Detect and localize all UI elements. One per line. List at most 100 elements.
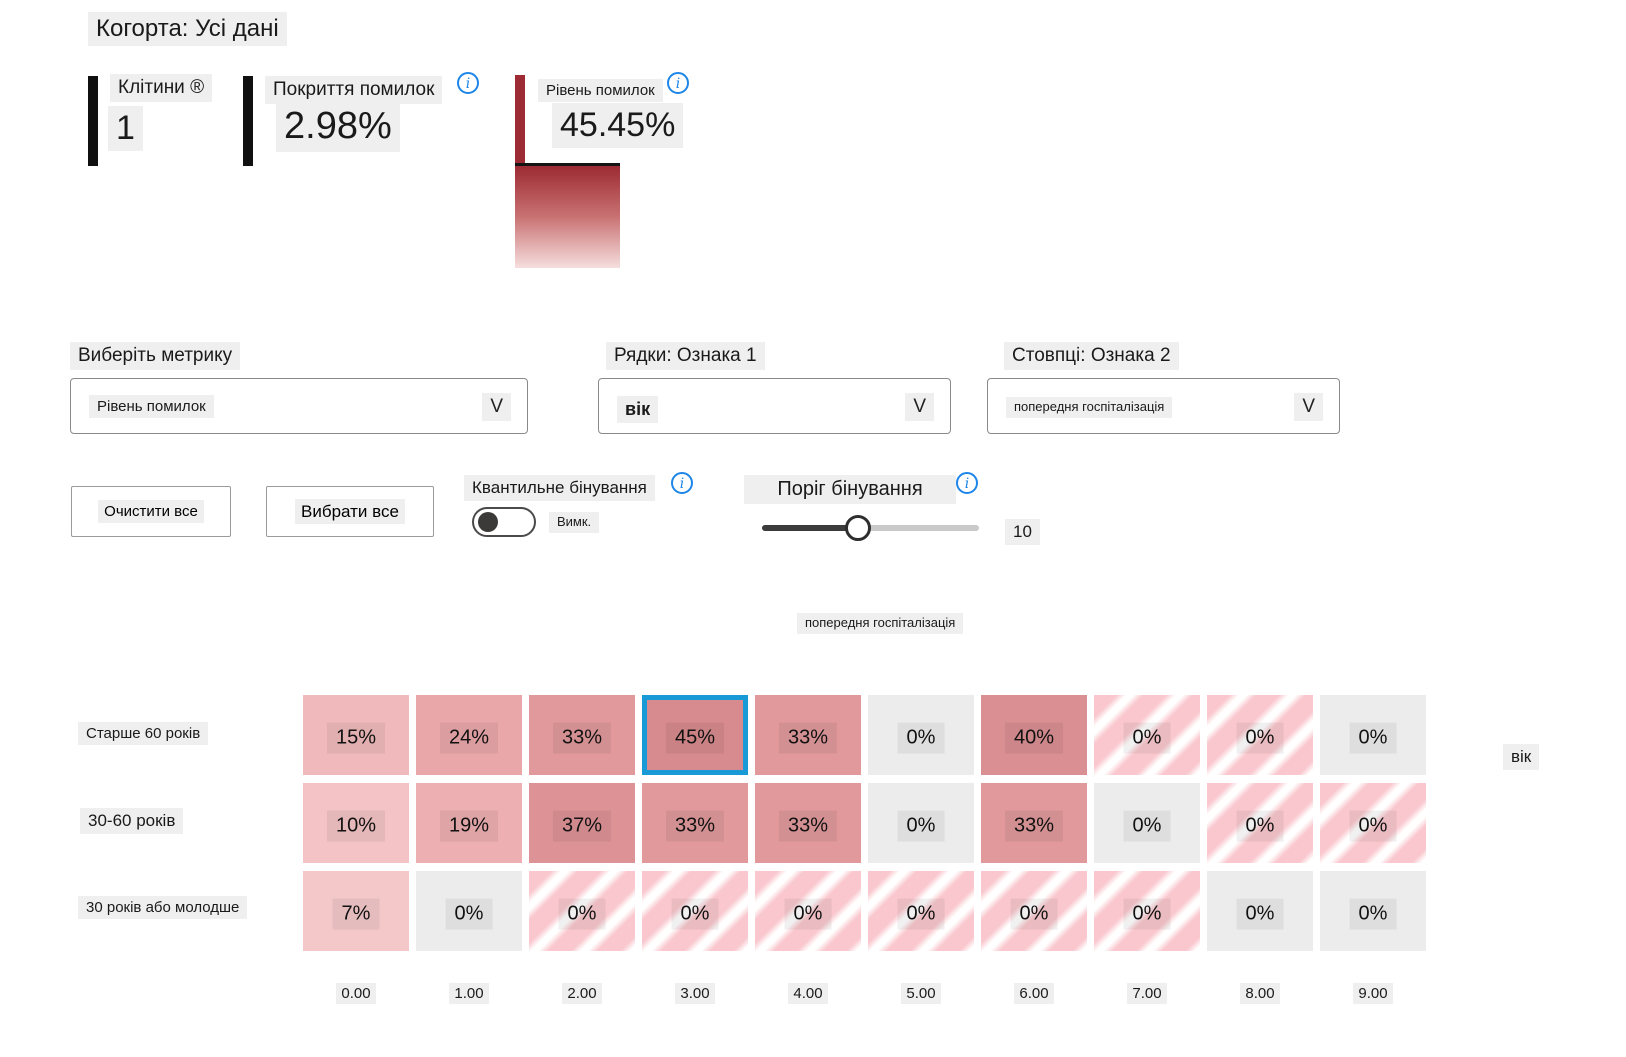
- quantile-binning-info-icon[interactable]: i: [671, 472, 693, 494]
- x-tick-label: 6.00: [999, 983, 1069, 1004]
- heatmap-cell-value: 37%: [552, 810, 612, 842]
- heatmap-cell-r1-c3[interactable]: 33%: [642, 783, 748, 863]
- heatmap-cell-r0-c2[interactable]: 33%: [529, 695, 635, 775]
- heatmap-cell-r2-c4[interactable]: 0%: [755, 871, 861, 951]
- chevron-down-icon: V: [905, 393, 934, 421]
- clear-all-button-label: Очистити все: [98, 499, 204, 524]
- cohort-label: Когорта: Усі дані: [88, 12, 287, 46]
- heatmap-cell-value: 0%: [1236, 722, 1284, 754]
- x-tick-label: 0.00: [321, 983, 391, 1004]
- heatmap-cell-value: 0%: [445, 898, 493, 930]
- coverage-metric-accent-bar: [243, 76, 253, 166]
- error-rate-metric-label: Рівень помилок: [538, 79, 663, 103]
- heatmap-cell-value: 33%: [665, 810, 725, 842]
- select-all-button[interactable]: Вибрати все: [266, 486, 434, 537]
- heatmap-cell-r2-c1[interactable]: 0%: [416, 871, 522, 951]
- heatmap-cell-r0-c8[interactable]: 0%: [1207, 695, 1313, 775]
- x-tick-label: 7.00: [1112, 983, 1182, 1004]
- heatmap-cell-r1-c6[interactable]: 33%: [981, 783, 1087, 863]
- heatmap-cell-r0-c5[interactable]: 0%: [868, 695, 974, 775]
- heatmap-cell-r1-c8[interactable]: 0%: [1207, 783, 1313, 863]
- heatmap-cell-r1-c4[interactable]: 33%: [755, 783, 861, 863]
- chevron-down-icon: V: [1294, 393, 1323, 421]
- heatmap-cell-value: 0%: [897, 722, 945, 754]
- heatmap-cell-value: 7%: [332, 898, 380, 930]
- quantile-binning-state: Вимк.: [549, 512, 600, 533]
- heatmap-cell-value: 0%: [558, 898, 606, 930]
- x-tick-label: 9.00: [1338, 983, 1408, 1004]
- heatmap-cell-value: 33%: [778, 722, 838, 754]
- heatmap-cell-r0-c1[interactable]: 24%: [416, 695, 522, 775]
- heatmap-cell-value: 33%: [1004, 810, 1064, 842]
- heatmap-cell-value: 10%: [326, 810, 386, 842]
- binning-threshold-info-icon[interactable]: i: [956, 472, 978, 494]
- heatmap-cell-value: 0%: [897, 810, 945, 842]
- heatmap-cell-value: 0%: [671, 898, 719, 930]
- clear-all-button[interactable]: Очистити все: [71, 486, 231, 537]
- heatmap-row-label-1: 30-60 років: [80, 808, 184, 834]
- coverage-metric-value: 2.98%: [276, 102, 400, 152]
- rows-dropdown[interactable]: вік V: [598, 378, 951, 434]
- heatmap-cell-r1-c9[interactable]: 0%: [1320, 783, 1426, 863]
- select-all-button-label: Вибрати все: [295, 498, 405, 525]
- cols-dropdown[interactable]: попередня госпіталізація V: [987, 378, 1340, 434]
- heatmap-cell-r1-c1[interactable]: 19%: [416, 783, 522, 863]
- quantile-binning-label: Квантильне бінування: [464, 475, 655, 501]
- heatmap-cell-value: 45%: [665, 722, 725, 754]
- heatmap-cell-value: 15%: [326, 722, 386, 754]
- binning-threshold-value: 10: [1005, 519, 1040, 545]
- heatmap-cell-value: 33%: [778, 810, 838, 842]
- heatmap-cell-value: 0%: [784, 898, 832, 930]
- x-tick-label: 5.00: [886, 983, 956, 1004]
- heatmap-cell-r2-c8[interactable]: 0%: [1207, 871, 1313, 951]
- heatmap-cell-r0-c3[interactable]: 45%: [642, 695, 748, 775]
- heatmap-cell-r2-c9[interactable]: 0%: [1320, 871, 1426, 951]
- metric-dropdown-label: Виберіть метрику: [70, 342, 241, 370]
- x-tick-label: 8.00: [1225, 983, 1295, 1004]
- coverage-info-icon[interactable]: i: [457, 72, 479, 94]
- heatmap-cell-r2-c3[interactable]: 0%: [642, 871, 748, 951]
- heatmap-cell-r2-c6[interactable]: 0%: [981, 871, 1087, 951]
- quantile-binning-toggle[interactable]: [472, 507, 536, 537]
- heatmap-cell-value: 0%: [1123, 722, 1171, 754]
- heatmap-cell-r0-c4[interactable]: 33%: [755, 695, 861, 775]
- error-rate-info-icon[interactable]: i: [667, 72, 689, 94]
- heatmap-cell-value: 0%: [1010, 898, 1058, 930]
- heatmap-right-axis-label: вік: [1503, 744, 1540, 770]
- heatmap-cell-r1-c0[interactable]: 10%: [303, 783, 409, 863]
- heatmap-cell-r2-c5[interactable]: 0%: [868, 871, 974, 951]
- heatmap-cell-r1-c2[interactable]: 37%: [529, 783, 635, 863]
- heatmap-cell-value: 24%: [439, 722, 499, 754]
- toggle-knob: [478, 512, 498, 532]
- rows-dropdown-label: Рядки: Ознака 1: [606, 342, 765, 370]
- heatmap-cell-r1-c5[interactable]: 0%: [868, 783, 974, 863]
- heatmap-cell-value: 0%: [1349, 810, 1397, 842]
- heatmap-cell-r0-c0[interactable]: 15%: [303, 695, 409, 775]
- cells-metric-accent-bar: [88, 76, 98, 166]
- heatmap-cell-value: 19%: [439, 810, 499, 842]
- slider-fill: [762, 525, 858, 531]
- heatmap-cell-value: 0%: [897, 898, 945, 930]
- heatmap-cell-r0-c9[interactable]: 0%: [1320, 695, 1426, 775]
- binning-threshold-slider-thumb[interactable]: [845, 515, 871, 541]
- cols-dropdown-label: Стовпці: Ознака 2: [1004, 342, 1179, 370]
- error-rate-accent-bar: [515, 75, 525, 163]
- heatmap-cell-r0-c6[interactable]: 40%: [981, 695, 1087, 775]
- heatmap-cell-r0-c7[interactable]: 0%: [1094, 695, 1200, 775]
- heatmap-cell-value: 0%: [1123, 810, 1171, 842]
- heatmap-cell-r1-c7[interactable]: 0%: [1094, 783, 1200, 863]
- cols-dropdown-value: попередня госпіталізація: [1006, 397, 1173, 418]
- heatmap-cell-value: 33%: [552, 722, 612, 754]
- heatmap-top-axis-label: попередня госпіталізація: [797, 613, 964, 634]
- x-tick-label: 1.00: [434, 983, 504, 1004]
- heatmap-cell-r2-c0[interactable]: 7%: [303, 871, 409, 951]
- heatmap-cell-value: 0%: [1349, 898, 1397, 930]
- heatmap-cell-r2-c2[interactable]: 0%: [529, 871, 635, 951]
- heatmap-cell-r2-c7[interactable]: 0%: [1094, 871, 1200, 951]
- coverage-metric-label: Покриття помилок: [265, 76, 443, 104]
- rows-dropdown-value: вік: [617, 396, 659, 423]
- heatmap-cell-value: 0%: [1236, 810, 1284, 842]
- x-tick-label: 4.00: [773, 983, 843, 1004]
- metric-dropdown[interactable]: Рівень помилок V: [70, 378, 528, 434]
